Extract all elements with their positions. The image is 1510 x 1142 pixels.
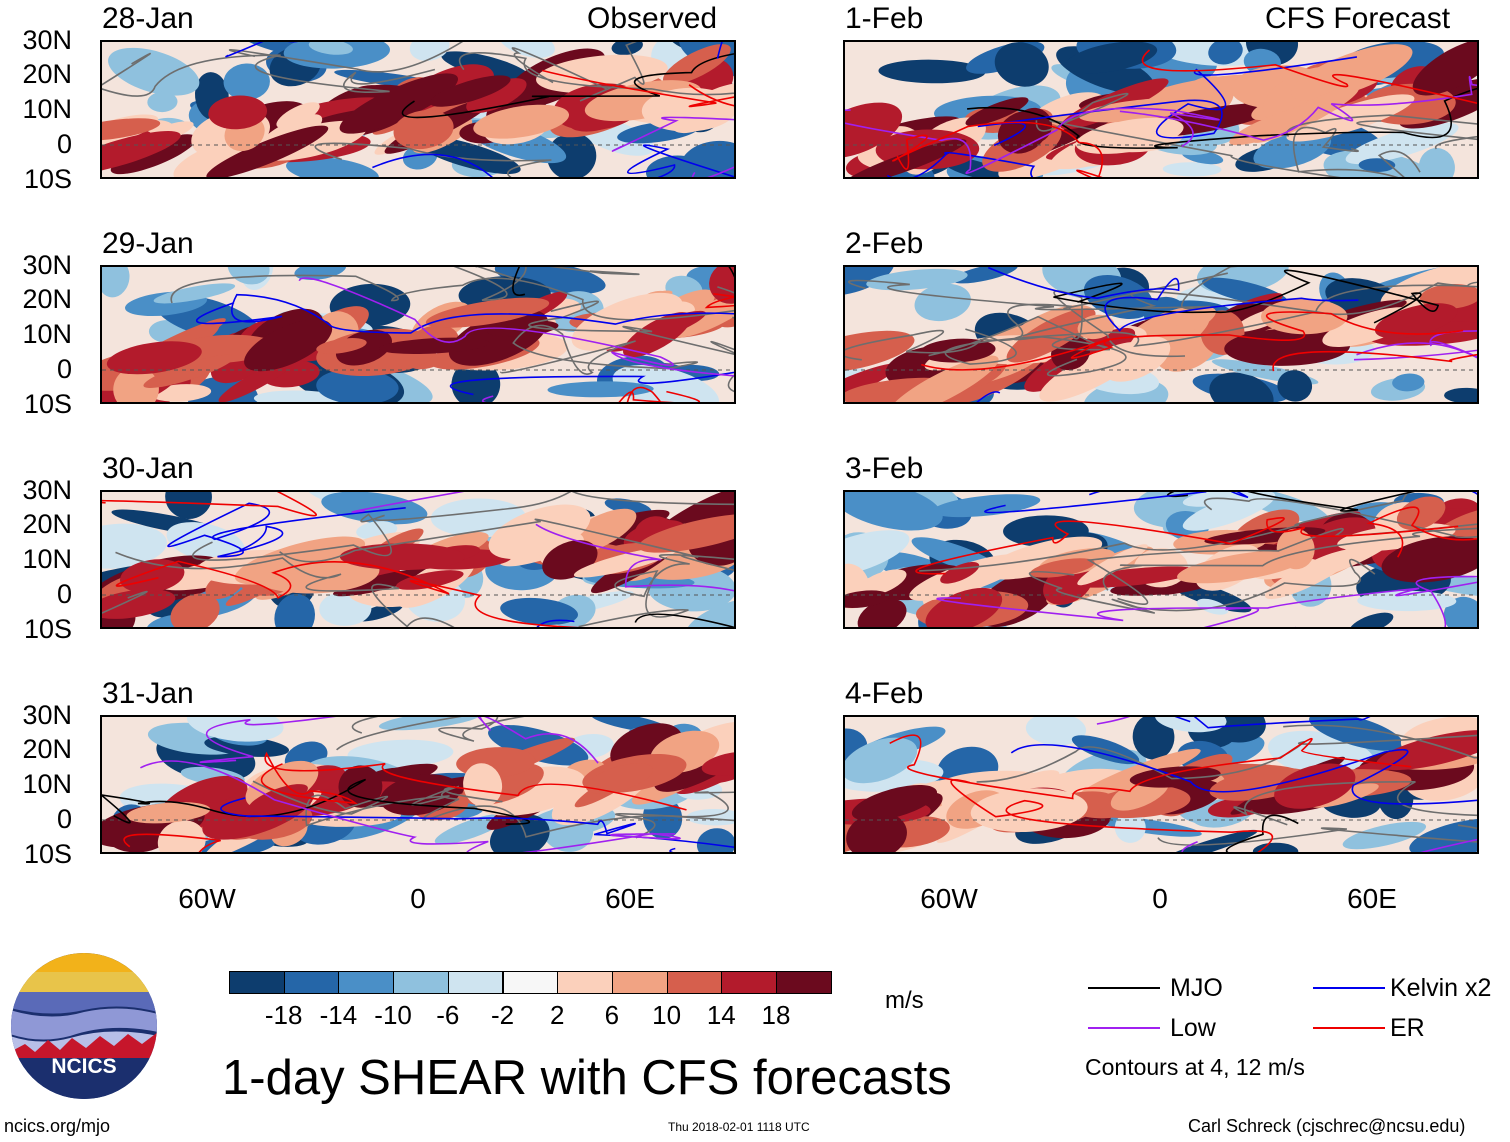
colorbar-tick-label: 18: [761, 1000, 791, 1030]
panel-date-fc-2: 2-Feb: [845, 227, 924, 260]
lon-label-obs-0: 0: [410, 883, 426, 914]
logo-text: NCICS: [51, 1055, 116, 1078]
map-panel-fc-3: [843, 490, 1479, 629]
lat-label: 30N: [22, 250, 72, 280]
map-panel-obs-4: [100, 715, 736, 854]
colorbar-swatch: [502, 971, 559, 994]
footer-author: Carl Schreck (cjschrec@ncsu.edu): [1188, 1116, 1466, 1136]
colorbar-swatch: [229, 971, 285, 994]
colorbar-tick-label: 10: [652, 1000, 682, 1030]
colorbar-tick-label: 2: [549, 1000, 565, 1030]
lat-label: 10S: [23, 164, 72, 194]
lat-label: 0: [56, 354, 72, 384]
map-panel-fc-1: [843, 40, 1479, 179]
lon-label-fc-0: 0: [1152, 883, 1168, 914]
legend-note: Contours at 4, 12 m/s: [1085, 1054, 1305, 1080]
colorbar-swatch: [338, 971, 395, 994]
legend-label-er: ER: [1390, 1014, 1425, 1042]
colorbar-tick-label: -6: [436, 1000, 460, 1030]
colorbar-swatch: [393, 971, 449, 994]
panel-date-obs-2: 29-Jan: [102, 227, 194, 260]
legend-line-er: [1313, 1027, 1385, 1029]
colorbar-swatch: [447, 971, 504, 994]
map-panel-obs-2: [100, 265, 736, 404]
colorbar-tick-label: -18: [264, 1000, 303, 1030]
lat-label: 10S: [23, 839, 72, 869]
lat-label: 20N: [22, 59, 72, 89]
panel-date-obs-1: 28-Jan: [102, 2, 194, 35]
colorbar-swatch: [666, 971, 723, 994]
lat-label: 20N: [22, 734, 72, 764]
figure-title: 1-day SHEAR with CFS forecasts: [222, 1051, 952, 1105]
colorbar-units: m/s: [885, 987, 924, 1014]
panel-date-obs-3: 30-Jan: [102, 452, 194, 485]
lat-label: 10N: [22, 319, 72, 349]
legend-line-mjo: [1088, 987, 1160, 989]
map-panel-fc-4: [843, 715, 1479, 854]
lon-label-obs-60e: 60E: [605, 883, 655, 914]
lat-label: 10S: [23, 389, 72, 419]
lat-label: 10N: [22, 769, 72, 799]
colorbar-tick-label: -2: [490, 1000, 515, 1030]
legend-line-kelvin: [1313, 987, 1385, 989]
map-panel-fc-2: [843, 265, 1479, 404]
colorbar-tick-label: 14: [706, 1000, 736, 1030]
colorbar-swatch: [557, 971, 613, 994]
colorbar-swatch: [776, 971, 832, 994]
observed-header: Observed: [587, 2, 718, 35]
panel-date-fc-1: 1-Feb: [845, 2, 924, 35]
map-panel-obs-1: [100, 40, 736, 179]
lat-label: 20N: [22, 509, 72, 539]
lon-label-fc-60e: 60E: [1347, 883, 1397, 914]
colorbar-tick-label: -10: [374, 1000, 412, 1030]
lat-label: 10N: [22, 544, 72, 574]
colorbar-swatch: [611, 971, 668, 994]
colorbar-swatch: [283, 971, 340, 994]
panel-date-fc-4: 4-Feb: [845, 677, 924, 710]
lat-label: 0: [56, 804, 72, 834]
colorbar-tick-label: 6: [604, 1000, 620, 1030]
lon-label-obs-60w: 60W: [178, 883, 236, 914]
footer-site[interactable]: ncics.org/mjo: [4, 1116, 111, 1136]
lat-label: 10N: [22, 94, 72, 124]
lat-label: 30N: [22, 25, 72, 55]
colorbar-swatch: [721, 971, 777, 994]
forecast-header: CFS Forecast: [1265, 2, 1451, 35]
legend-label-mjo: MJO: [1170, 974, 1223, 1002]
panel-date-fc-3: 3-Feb: [845, 452, 924, 485]
lat-label: 0: [56, 129, 72, 159]
lat-label: 30N: [22, 475, 72, 505]
footer-timestamp: Thu 2018-02-01 1118 UTC: [668, 1120, 810, 1134]
lat-label: 20N: [22, 284, 72, 314]
map-panel-obs-3: [100, 490, 736, 629]
colorbar-tick-label: -14: [319, 1000, 358, 1030]
legend-label-kelvin: Kelvin x2: [1390, 974, 1492, 1002]
lat-label: 0: [56, 579, 72, 609]
lat-label: 30N: [22, 700, 72, 730]
ncics-logo: NCICS: [10, 952, 158, 1100]
legend-label-low: Low: [1170, 1014, 1216, 1042]
lon-label-fc-60w: 60W: [920, 883, 978, 914]
lat-label: 10S: [23, 614, 72, 644]
legend-line-low: [1088, 1027, 1160, 1029]
panel-date-obs-4: 31-Jan: [102, 677, 194, 710]
